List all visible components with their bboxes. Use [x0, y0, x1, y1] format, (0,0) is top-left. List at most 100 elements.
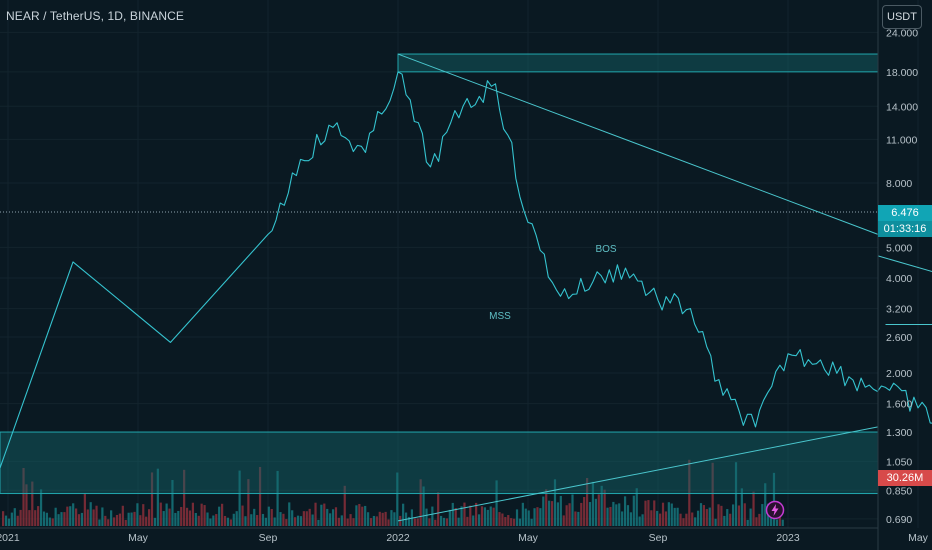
- volume-bar: [209, 518, 212, 526]
- lightning-icon[interactable]: [765, 500, 785, 520]
- volume-bar: [673, 507, 676, 526]
- price-tick-label: 1.050: [886, 456, 912, 468]
- volume-bar: [696, 510, 700, 526]
- volume-bar: [60, 512, 63, 526]
- volume-bar: [472, 515, 475, 526]
- volume-bar: [600, 485, 603, 526]
- volume-bar: [305, 511, 308, 526]
- volume-bar: [384, 511, 387, 526]
- price-tick-label: 14.000: [886, 101, 918, 113]
- currency-button[interactable]: USDT: [882, 5, 922, 29]
- volume-bar: [518, 518, 522, 526]
- volume-bar: [25, 484, 28, 526]
- price-tick-label: 0.850: [886, 485, 912, 497]
- volume-bar: [244, 516, 247, 526]
- volume-bar: [206, 512, 209, 526]
- price-axis[interactable]: 24.000 18.000 14.000 11.000 8.000 5.000 4.000 3…: [877, 0, 918, 550]
- volume-bar: [162, 511, 165, 526]
- volume-bar: [83, 492, 86, 526]
- volume-bar: [358, 503, 361, 526]
- volume-tag: 30.26M: [878, 470, 932, 486]
- volume-bar: [241, 505, 244, 526]
- volume-bar: [685, 513, 688, 526]
- volume-bar: [302, 511, 305, 526]
- volume-bar: [670, 503, 673, 526]
- volume-bar: [521, 502, 524, 526]
- volume-bar: [48, 517, 51, 526]
- time-tick-label: May: [128, 532, 149, 544]
- annotation-bos: BOS: [595, 244, 616, 255]
- volume-bar: [635, 488, 638, 526]
- volume-bar: [588, 502, 592, 526]
- volume-bar: [758, 513, 761, 526]
- volume-bar: [580, 502, 583, 526]
- volume-bar: [329, 513, 332, 526]
- time-tick-label: Sep: [649, 532, 668, 544]
- volume-bar: [407, 516, 411, 526]
- volume-bar: [31, 481, 34, 526]
- volume-bar: [556, 502, 559, 526]
- trendlines: [0, 53, 932, 522]
- price-tick-label: 11.000: [886, 134, 917, 146]
- volume-bar: [340, 515, 343, 526]
- volume-bar: [510, 518, 513, 526]
- volume-bar: [743, 503, 746, 526]
- volume-bar: [13, 508, 16, 526]
- volume-bar: [460, 506, 463, 526]
- time-axis[interactable]: 2021MaySep2022MaySep2023MaySep2024MaySep…: [0, 527, 932, 544]
- volume-bar: [51, 518, 54, 526]
- volume-bar: [536, 507, 539, 526]
- volume-bar: [291, 510, 294, 526]
- volume-bar: [466, 516, 469, 526]
- volume-bar: [107, 519, 110, 526]
- volume-bar: [127, 512, 130, 526]
- volume-bar: [679, 513, 682, 526]
- annotation-labels: MSS BOS: [489, 244, 617, 322]
- volume-bar: [431, 506, 434, 526]
- annotation-mss: MSS: [489, 311, 511, 322]
- volume-bar: [475, 502, 478, 526]
- volume-bar: [772, 472, 776, 526]
- volume-bar: [258, 466, 262, 526]
- volume-bar: [10, 512, 13, 526]
- volume-bar: [349, 514, 352, 526]
- volume-bar: [720, 505, 723, 526]
- volume-bar: [480, 506, 484, 526]
- volume-bar: [539, 508, 542, 526]
- volume-bar: [183, 469, 186, 526]
- volume-bar: [682, 518, 685, 526]
- price-tick-label: 2.600: [886, 332, 912, 344]
- volume-bar: [656, 510, 659, 526]
- volume-bar: [346, 518, 349, 526]
- volume-bar: [498, 512, 501, 526]
- volume-bar: [63, 512, 66, 526]
- long-term-trendline: [397, 426, 879, 522]
- volume-bar: [156, 468, 159, 526]
- volume-bar: [761, 504, 764, 526]
- volume-bar: [367, 512, 370, 526]
- volume-bar: [72, 503, 75, 526]
- price-line: [0, 71, 932, 469]
- volume-bar: [434, 519, 437, 526]
- price-series: [0, 71, 932, 469]
- volume-bar: [550, 501, 554, 526]
- volume-bar: [185, 507, 189, 526]
- volume-bar: [299, 516, 303, 526]
- volume-bar: [425, 508, 428, 526]
- volume-bar: [442, 517, 446, 526]
- volume-bar: [399, 515, 402, 526]
- volume-bar: [705, 509, 708, 526]
- volume-bar: [699, 503, 703, 526]
- volume-bar: [524, 508, 527, 526]
- volume-bar: [387, 519, 390, 526]
- volume-bar: [226, 517, 230, 526]
- volume-bar: [256, 515, 259, 526]
- volume-bar: [507, 515, 510, 526]
- volume-bar: [372, 515, 376, 526]
- volume-bar: [422, 486, 425, 526]
- volume-bar: [486, 509, 489, 526]
- symbol-title: NEAR / TetherUS, 1D, BINANCE: [6, 9, 184, 23]
- volume-bar: [45, 512, 48, 526]
